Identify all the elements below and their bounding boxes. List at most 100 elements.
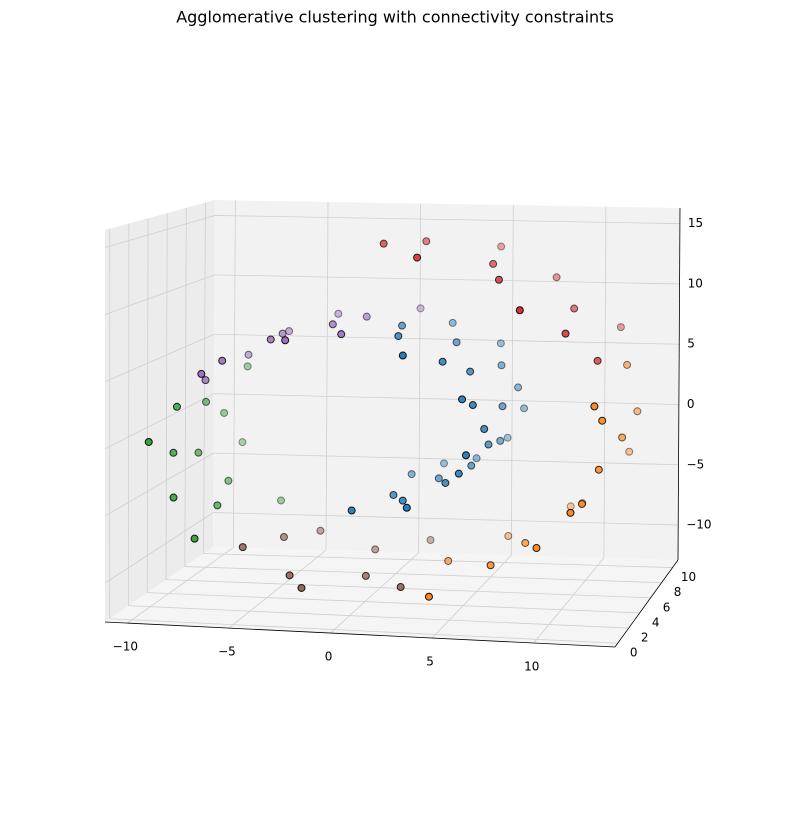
data-point [578,501,585,508]
z-tick-label: 0 [687,397,695,411]
data-point [571,305,578,312]
data-point [239,439,246,446]
data-point [298,584,305,591]
data-point [423,238,430,245]
data-point [497,340,504,347]
data-point [335,310,342,317]
y-tick-label: 4 [652,615,660,629]
data-point [481,426,488,433]
data-point [239,544,246,551]
data-point [399,322,406,329]
y-tick-label: 2 [641,631,649,645]
data-point [203,398,210,405]
data-point [624,361,631,368]
data-point [427,536,434,543]
data-point [286,572,293,579]
data-point [408,471,415,478]
z-tick-label: −10 [686,518,711,532]
data-point [467,368,474,375]
data-point [198,370,205,377]
z-tick-label: 10 [688,276,703,290]
data-point [468,462,475,469]
data-point [522,539,529,546]
x-tick-label: −10 [113,640,138,654]
data-point [214,502,221,509]
data-point [245,351,252,358]
data-point [515,384,522,391]
z-tick-label: −5 [687,457,705,471]
data-point [244,363,251,370]
data-point [417,305,424,312]
data-point [473,455,480,462]
data-point [462,452,469,459]
data-point [498,243,505,250]
data-point [372,546,379,553]
data-point [516,307,523,314]
data-point [498,362,505,369]
data-point [363,313,370,320]
data-point [455,470,462,477]
x-tick-label: −5 [218,645,236,659]
y-tick-label: 8 [674,585,682,599]
data-point [505,533,512,540]
data-point [495,276,502,283]
data-point [485,441,492,448]
data-point [403,504,410,511]
x-tick-label: 5 [426,655,434,669]
data-point [567,509,574,516]
data-point [617,324,624,331]
data-point [439,358,446,365]
data-point [442,479,449,486]
data-point [267,336,274,343]
data-point [348,507,355,514]
data-point [397,584,404,591]
chart-title: Agglomerative clustering with connectivi… [176,8,614,27]
data-point [399,497,406,504]
data-point [533,544,540,551]
data-point [191,535,198,542]
data-point [595,466,602,473]
data-point [619,434,626,441]
data-point [521,405,528,412]
data-point [219,357,226,364]
data-point [594,357,601,364]
z-tick-label: 15 [688,216,703,230]
data-point [634,408,641,415]
data-point [225,477,232,484]
data-point [487,562,494,569]
data-point [399,352,406,359]
data-point [591,403,598,410]
data-point [469,402,476,409]
x-tick-label: 0 [325,650,333,664]
back-pane [213,200,680,560]
data-point [453,339,460,346]
y-tick-label: 6 [663,600,671,614]
data-point [441,460,448,467]
data-point [282,337,289,344]
z-tick-label: 5 [687,337,695,351]
y-tick-label: 10 [681,570,696,584]
data-point [338,331,345,338]
data-point [145,438,152,445]
data-point [425,593,432,600]
data-point [170,449,177,456]
data-point [173,403,180,410]
data-point [380,240,387,247]
y-tick-label: 0 [630,646,638,660]
data-point [445,557,452,564]
data-point [329,321,336,328]
data-point [278,497,285,504]
data-point [449,319,456,326]
data-point [221,409,228,416]
data-point [202,377,209,384]
data-point [499,403,506,410]
x-tick-label: 10 [524,660,539,674]
data-point [562,330,569,337]
data-point [599,417,606,424]
data-point [490,260,497,267]
data-point [280,534,287,541]
data-point [395,333,402,340]
data-point [459,396,466,403]
data-point [362,572,369,579]
